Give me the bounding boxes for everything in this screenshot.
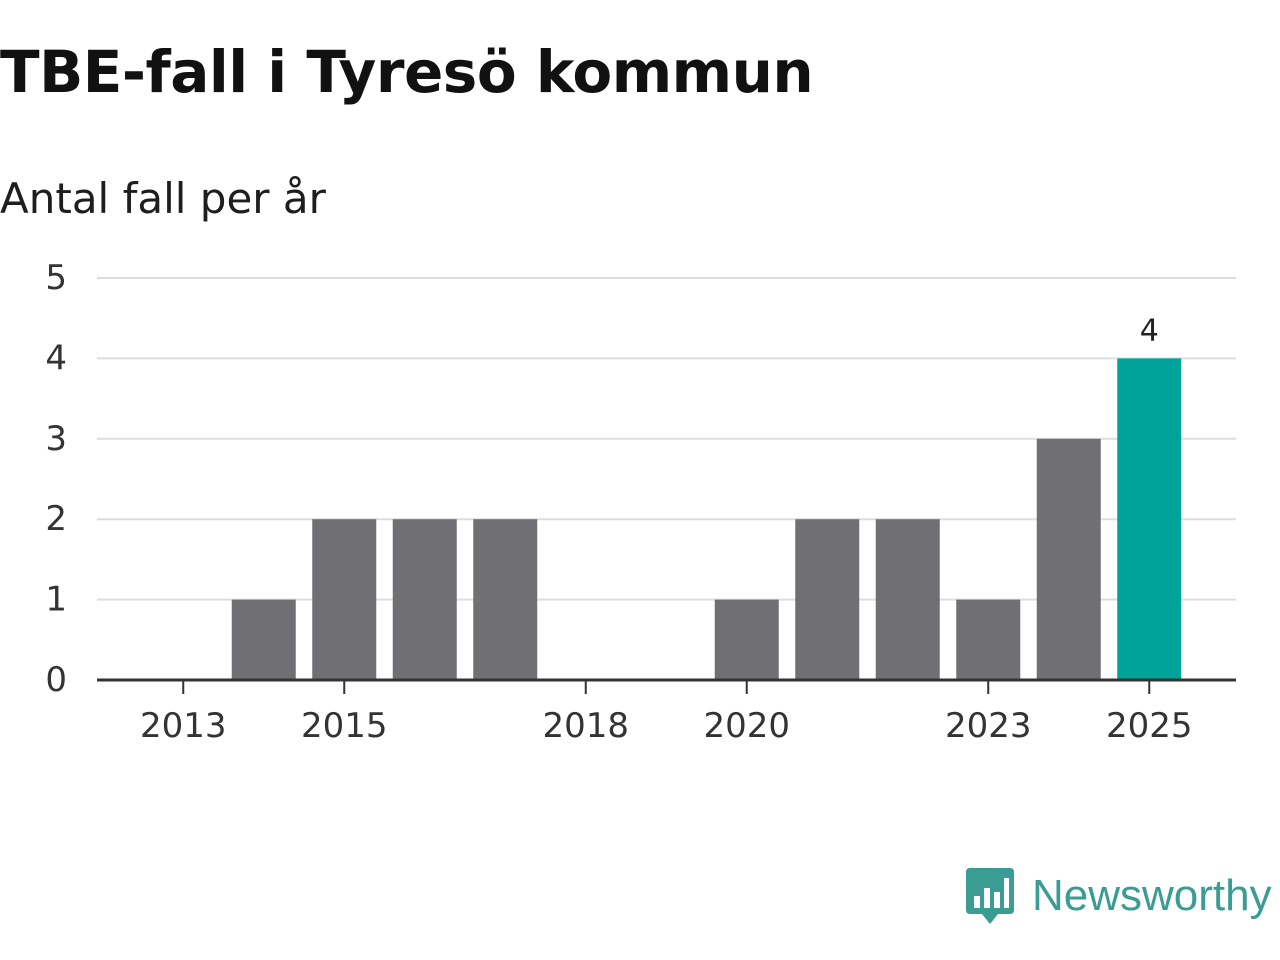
bar-2023 [956, 599, 1021, 680]
brand: Newsworthy [964, 864, 1272, 928]
data-label-2025: 4 [1140, 313, 1159, 348]
bar-2020 [714, 599, 779, 680]
y-tick-label-5: 5 [45, 258, 67, 298]
x-tick-label-2025: 2025 [1106, 706, 1193, 746]
y-tick-label-3: 3 [45, 419, 67, 459]
bar-2022 [875, 519, 940, 680]
x-tick-label-2015: 2015 [301, 706, 388, 746]
y-tick-label-2: 2 [45, 499, 67, 539]
y-tick-label-1: 1 [45, 580, 67, 620]
x-tick-label-2013: 2013 [140, 706, 227, 746]
chart-subtitle: Antal fall per år [0, 174, 326, 223]
bar-2025 [1117, 358, 1182, 680]
y-tick-label-0: 0 [45, 660, 67, 700]
x-tick-label-2018: 2018 [542, 706, 629, 746]
bar-2015 [312, 519, 377, 680]
bar-2021 [795, 519, 860, 680]
brand-name: Newsworthy [1032, 871, 1272, 920]
bar-2024 [1036, 438, 1101, 680]
bar-2016 [392, 519, 457, 680]
chart-title: TBE-fall i Tyresö kommun [0, 38, 814, 106]
bar-2017 [473, 519, 538, 680]
x-tick-label-2020: 2020 [703, 706, 790, 746]
y-tick-label-4: 4 [45, 338, 67, 378]
bar-2014 [231, 599, 296, 680]
x-tick-label-2023: 2023 [945, 706, 1032, 746]
newsworthy-logo-icon [966, 868, 1014, 924]
